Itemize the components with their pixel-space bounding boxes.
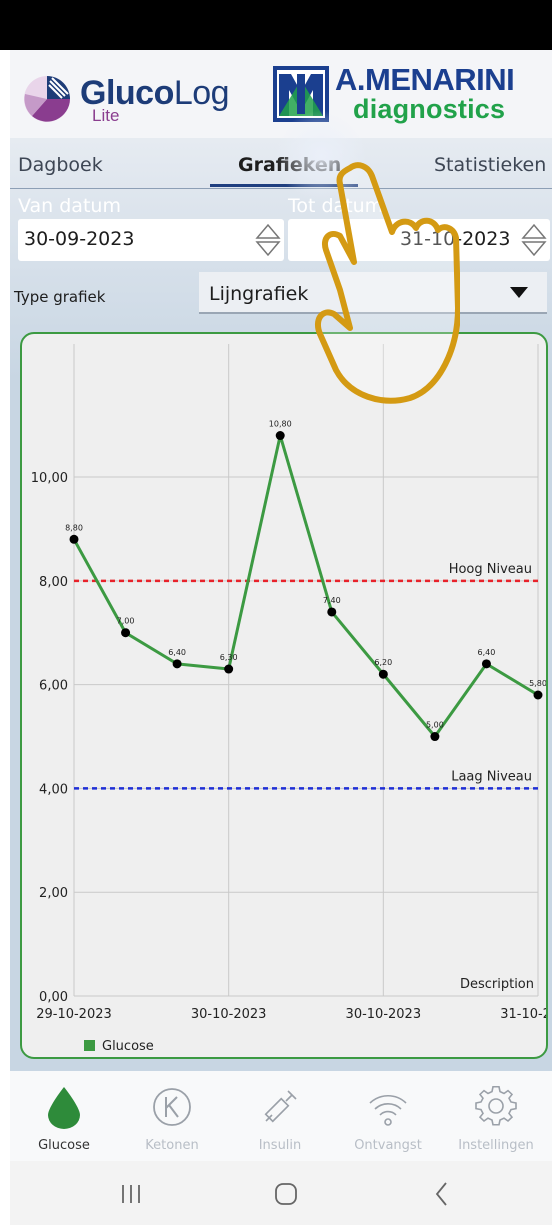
glucolog-logo: GlucoLog Lite [22, 72, 282, 132]
to-date-spinner-icon[interactable] [520, 222, 548, 258]
recent-apps-icon [122, 1185, 140, 1203]
nav-ketonen[interactable]: Ketonen [118, 1071, 226, 1161]
glucose-data-point [327, 607, 337, 617]
glucose-data-point [224, 664, 234, 674]
glucose-data-point [172, 659, 182, 669]
x-tick-label: 29-10-2023 [36, 1007, 112, 1022]
y-tick-label: 2,00 [39, 886, 68, 901]
reference-line-label: Laag Niveau [451, 769, 532, 784]
glucose-data-label: 7,40 [323, 596, 341, 605]
glucose-data-label: 8,80 [65, 523, 83, 532]
chart-type-dropdown[interactable]: Lijngrafiek [199, 272, 547, 314]
glucose-data-label: 7,00 [117, 617, 135, 626]
nav-ketonen-label: Ketonen [145, 1138, 199, 1153]
tab-statistieken[interactable]: Statistieken [434, 154, 547, 176]
app-header: GlucoLog Lite A.MENARINI diagnostics [10, 50, 552, 138]
chart-type-value: Lijngrafiek [209, 283, 309, 305]
glucose-data-point [378, 669, 388, 679]
glucose-data-label: 5,80 [529, 679, 547, 688]
y-tick-label: 4,00 [39, 782, 68, 797]
glucose-line-chart[interactable]: 0,00 2,00 4,00 6,00 8,00 10,00 29-10-2023 30-10… [22, 334, 548, 1059]
glucose-data-point [533, 690, 543, 700]
nav-ontvangst-label: Ontvangst [354, 1138, 422, 1153]
tab-divider [10, 188, 552, 189]
system-navigation-bar [10, 1161, 552, 1225]
menarini-wordmark: A.MENARINI [335, 62, 515, 97]
home-button[interactable] [262, 1173, 312, 1213]
y-tick-label: 6,00 [39, 679, 68, 694]
x-tick-label: 30-10-2023 [346, 1007, 422, 1022]
glucose-data-label: 5,00 [426, 721, 444, 730]
nav-instellingen-label: Instellingen [458, 1138, 534, 1153]
glucolog-logo-icon [24, 76, 70, 122]
menarini-diagnostics-label: diagnostics [353, 94, 506, 124]
tap-highlight [275, 110, 367, 202]
glucose-data-point [430, 732, 440, 742]
glucolog-lite-label: Lite [92, 106, 120, 125]
legend-label: Glucose [102, 1039, 154, 1054]
app-screen: GlucoLog Lite A.MENARINI diagnostics Dag… [10, 50, 552, 1225]
legend-swatch [84, 1040, 95, 1051]
glucolog-wordmark: GlucoLog [80, 74, 230, 112]
nav-insulin-label: Insulin [258, 1138, 302, 1153]
active-tab-indicator [210, 184, 358, 187]
y-tick-label: 10,00 [31, 471, 68, 486]
recent-apps-button[interactable] [106, 1173, 156, 1213]
gear-icon [475, 1086, 517, 1126]
home-icon [275, 1183, 297, 1205]
syringe-icon [264, 1090, 297, 1123]
glucose-data-label: 6,40 [168, 648, 186, 657]
bottom-navigation: Glucose Ketonen Insulin [10, 1071, 552, 1161]
tab-dagboek[interactable]: Dagboek [18, 154, 103, 176]
nav-instellingen[interactable]: Instellingen [442, 1071, 550, 1161]
chart-type-label: Type grafiek [14, 288, 106, 306]
from-date-spinner-icon[interactable] [254, 222, 282, 258]
from-date-field[interactable]: 30-09-2023 [18, 219, 284, 261]
nav-glucose-label: Glucose [38, 1138, 90, 1153]
glucose-data-point [69, 534, 79, 544]
nav-glucose[interactable]: Glucose [10, 1071, 118, 1161]
glucose-data-label: 6,40 [478, 648, 496, 657]
glucose-data-label: 6,20 [374, 658, 392, 667]
pointing-hand-icon [314, 162, 460, 404]
status-bar [0, 0, 552, 50]
glucose-data-point [481, 659, 491, 669]
back-button[interactable] [418, 1173, 468, 1213]
glucose-data-label: 10,80 [269, 420, 292, 429]
chart-description: Description [460, 977, 534, 992]
wifi-icon [369, 1094, 407, 1126]
x-tick-label: 31-10-2023 [500, 1007, 548, 1022]
nav-ontvangst[interactable]: Ontvangst [334, 1071, 442, 1161]
reference-line-label: Hoog Niveau [449, 562, 532, 577]
from-date-label: Van datum [18, 195, 121, 217]
x-tick-label: 30-10-2023 [191, 1007, 267, 1022]
y-tick-label: 0,00 [39, 990, 68, 1005]
glucose-data-point [121, 628, 131, 638]
dropdown-arrow-icon [510, 287, 528, 298]
ketone-k-icon [153, 1088, 191, 1126]
glucose-data-point [275, 431, 285, 441]
y-tick-label: 8,00 [39, 575, 68, 590]
from-date-value: 30-09-2023 [24, 228, 135, 250]
glucose-series-line [72, 434, 539, 739]
drop-icon [48, 1087, 80, 1129]
glucose-data-label: 6,30 [220, 653, 238, 662]
nav-insulin[interactable]: Insulin [226, 1071, 334, 1161]
back-icon [435, 1182, 447, 1206]
glucose-chart-card: 0,00 2,00 4,00 6,00 8,00 10,00 29-10-2023 30-10… [20, 332, 548, 1059]
